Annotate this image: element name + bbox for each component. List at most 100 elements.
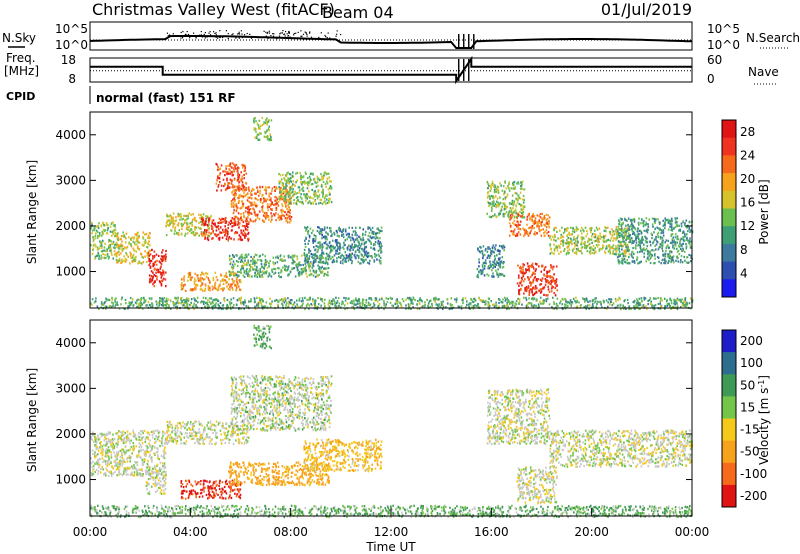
range-cell [256, 296, 258, 299]
range-cell [289, 215, 291, 218]
range-cell [590, 230, 592, 234]
range-cell [350, 245, 352, 248]
range-cell [491, 180, 494, 183]
range-cell [511, 216, 513, 219]
range-cell [534, 287, 536, 290]
range-cell [210, 232, 212, 235]
range-cell [601, 236, 603, 239]
range-cell [667, 221, 670, 224]
range-cell [546, 222, 549, 225]
range-cell [324, 267, 326, 270]
range-cell [618, 247, 621, 250]
range-cell [556, 284, 558, 288]
range-cell [538, 265, 540, 268]
range-cell [405, 304, 407, 307]
range-cell [617, 253, 620, 256]
range-cell [343, 247, 345, 251]
range-cell [255, 130, 257, 133]
range-cell [243, 191, 245, 194]
range-cell [342, 236, 345, 239]
range-cell [522, 227, 524, 230]
range-cell [677, 260, 680, 263]
range-cell [272, 256, 275, 259]
range-cell [238, 288, 241, 291]
range-cell [210, 214, 212, 218]
range-cell [664, 241, 666, 244]
range-cell [221, 287, 224, 290]
range-cell [220, 218, 222, 222]
range-cell [318, 273, 320, 277]
range-cell [674, 217, 677, 220]
range-cell [426, 298, 428, 301]
range-cell [180, 278, 183, 281]
range-cell [571, 241, 573, 245]
range-cell [348, 226, 350, 229]
range-cell [515, 215, 518, 218]
range-cell [275, 212, 277, 215]
range-cell [327, 244, 329, 247]
range-cell [369, 240, 371, 243]
range-cell [219, 172, 222, 175]
range-cell [488, 304, 491, 307]
range-cell [268, 265, 270, 268]
range-cell [349, 257, 352, 260]
range-cell [567, 252, 570, 255]
range-cell [615, 250, 617, 253]
range-cell [219, 167, 222, 170]
range-cell [283, 298, 285, 301]
range-cell [630, 237, 633, 240]
range-cell [314, 258, 316, 261]
range-cell [289, 271, 292, 274]
range-cell [233, 255, 235, 258]
range-cell [235, 278, 238, 281]
range-cell [335, 241, 337, 244]
range-cell [255, 218, 257, 221]
range-cell [191, 224, 193, 227]
range-cell [624, 242, 627, 245]
range-cell [513, 216, 516, 219]
range-cell [347, 297, 349, 300]
range-cell [325, 267, 328, 270]
range-cell [348, 253, 351, 256]
noise-spike [227, 37, 229, 40]
range-cell [263, 135, 266, 138]
range-cell [690, 229, 692, 232]
range-cell [285, 174, 288, 178]
range-cell [613, 237, 615, 240]
range-cell [543, 293, 545, 296]
range-cell [320, 178, 323, 181]
noise-spike [240, 30, 242, 32]
range-cell [238, 234, 241, 237]
range-cell [555, 265, 558, 268]
range-cell [671, 239, 674, 243]
range-cell [253, 211, 256, 214]
range-cell [587, 237, 590, 240]
range-cell [688, 239, 690, 242]
range-cell [532, 297, 534, 300]
range-cell [622, 305, 624, 308]
range-cell [340, 255, 342, 258]
range-cell [92, 236, 95, 239]
range-cell [495, 301, 497, 304]
range-cell [228, 236, 231, 239]
range-cell [340, 303, 343, 306]
range-cell [517, 181, 519, 184]
range-cell [587, 300, 589, 303]
range-cell [100, 301, 103, 304]
range-cell [268, 198, 271, 201]
range-cell [239, 256, 241, 259]
noise-spike [215, 36, 217, 38]
range-cell [108, 244, 110, 247]
range-cell [195, 220, 197, 223]
range-cell [257, 305, 260, 308]
range-cell [568, 231, 570, 234]
range-cell [612, 244, 615, 247]
range-cell [664, 297, 666, 300]
range-cell [152, 264, 155, 267]
range-cell [547, 230, 550, 233]
range-cell [575, 301, 577, 304]
range-cell [312, 261, 315, 265]
range-cell [265, 118, 267, 121]
range-cell [635, 241, 638, 244]
range-cell [493, 191, 496, 194]
